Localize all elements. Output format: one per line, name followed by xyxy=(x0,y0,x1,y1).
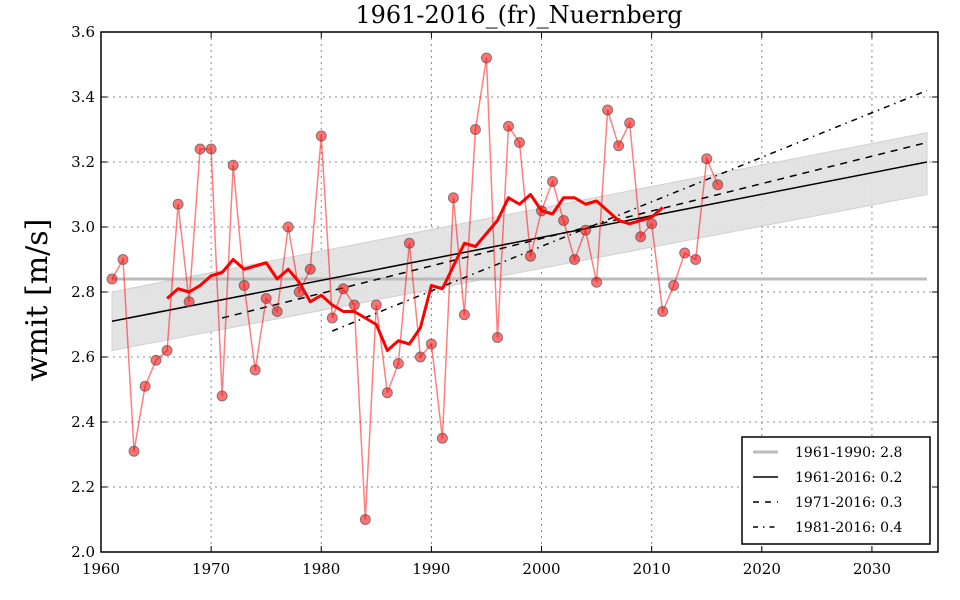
data-point xyxy=(194,143,206,155)
data-point xyxy=(370,299,382,311)
data-point xyxy=(150,354,162,366)
x-tick-label: 2020 xyxy=(743,560,781,578)
y-tick-labels: 2.0 2.2 2.4 2.6 2.8 3.0 3.2 3.4 3.6 xyxy=(71,23,95,561)
data-point xyxy=(425,338,437,350)
trend-line-1961-2016 xyxy=(111,161,928,322)
y-tick-label: 2.8 xyxy=(71,283,95,301)
data-point xyxy=(227,159,239,171)
y-tick-label: 2.4 xyxy=(71,413,95,431)
data-point xyxy=(602,104,614,116)
data-point xyxy=(690,254,702,265)
data-point xyxy=(282,221,294,233)
x-tick-label: 2010 xyxy=(633,560,671,578)
x-tick-label: 1960 xyxy=(82,560,120,578)
axis-ticks xyxy=(100,31,938,553)
data-point xyxy=(403,237,415,249)
data-point xyxy=(381,387,393,399)
data-point xyxy=(480,52,492,64)
data-point xyxy=(238,280,250,291)
data-point xyxy=(337,283,349,295)
y-tick-label: 3.4 xyxy=(71,88,95,106)
data-point xyxy=(646,218,658,230)
data-point xyxy=(139,380,151,392)
data-point xyxy=(348,299,360,311)
x-tick-label: 2000 xyxy=(522,560,560,578)
data-point xyxy=(117,254,129,265)
y-tick-label: 2.2 xyxy=(71,478,95,496)
data-point xyxy=(657,306,669,317)
y-axis-label: wmit [m/s] xyxy=(20,219,55,382)
data-point xyxy=(536,205,548,217)
data-point xyxy=(701,153,713,165)
data-point xyxy=(216,390,228,402)
data-point xyxy=(315,130,327,142)
data-point xyxy=(183,296,195,308)
y-tick-label: 2.6 xyxy=(71,348,95,366)
data-point xyxy=(547,176,559,187)
data-point xyxy=(502,120,514,132)
data-point xyxy=(668,280,680,291)
data-point xyxy=(580,224,592,236)
legend: 1961-1990: 2.8 1961-2016: 0.2 1971-2016:… xyxy=(741,436,931,545)
legend-box xyxy=(741,436,931,545)
data-series xyxy=(106,52,724,525)
data-point xyxy=(447,192,459,204)
data-point xyxy=(161,345,173,356)
data-point xyxy=(392,358,404,369)
data-point xyxy=(624,117,636,129)
data-point xyxy=(249,364,261,376)
data-point xyxy=(304,263,316,275)
data-point xyxy=(514,137,525,148)
data-point xyxy=(359,514,371,525)
x-tick-label: 1970 xyxy=(192,560,230,578)
chart-title: 1961-2016_(fr)_Nuernberg xyxy=(355,1,682,29)
data-point xyxy=(712,179,724,191)
legend-label-1981-2016: 1981-2016: 0.4 xyxy=(795,520,903,536)
data-point xyxy=(293,286,305,298)
y-tick-label: 2.0 xyxy=(71,543,95,561)
data-point xyxy=(469,124,481,135)
legend-label-1961-2016: 1961-2016: 0.2 xyxy=(795,470,902,486)
data-point xyxy=(128,445,140,457)
data-point xyxy=(569,254,581,265)
annual-line xyxy=(111,57,719,520)
data-point xyxy=(458,309,470,321)
data-point xyxy=(491,332,503,343)
data-point xyxy=(558,215,570,226)
data-point xyxy=(271,306,283,317)
data-point xyxy=(679,247,691,259)
running-mean-line xyxy=(166,193,664,352)
data-point xyxy=(436,432,448,444)
y-tick-label: 3.6 xyxy=(71,23,95,41)
legend-label-1971-2016: 1971-2016: 0.3 xyxy=(795,495,902,511)
data-point xyxy=(414,351,426,363)
data-point xyxy=(106,273,118,285)
data-point xyxy=(613,140,625,152)
x-tick-labels: 1960 1970 1980 1990 2000 2010 2020 2030 xyxy=(82,560,891,578)
data-point xyxy=(260,293,272,304)
x-tick-label: 1980 xyxy=(302,560,340,578)
data-point xyxy=(635,231,647,243)
y-tick-label: 3.2 xyxy=(71,153,95,171)
data-point xyxy=(326,312,338,324)
data-point xyxy=(591,276,603,288)
data-point xyxy=(172,198,184,210)
data-point xyxy=(525,250,537,262)
data-point xyxy=(205,143,217,155)
x-tick-label: 1990 xyxy=(412,560,450,578)
y-tick-label: 3.0 xyxy=(71,218,95,236)
legend-label-1961-1990: 1961-1990: 2.8 xyxy=(795,445,902,461)
x-tick-label: 2030 xyxy=(853,560,891,578)
